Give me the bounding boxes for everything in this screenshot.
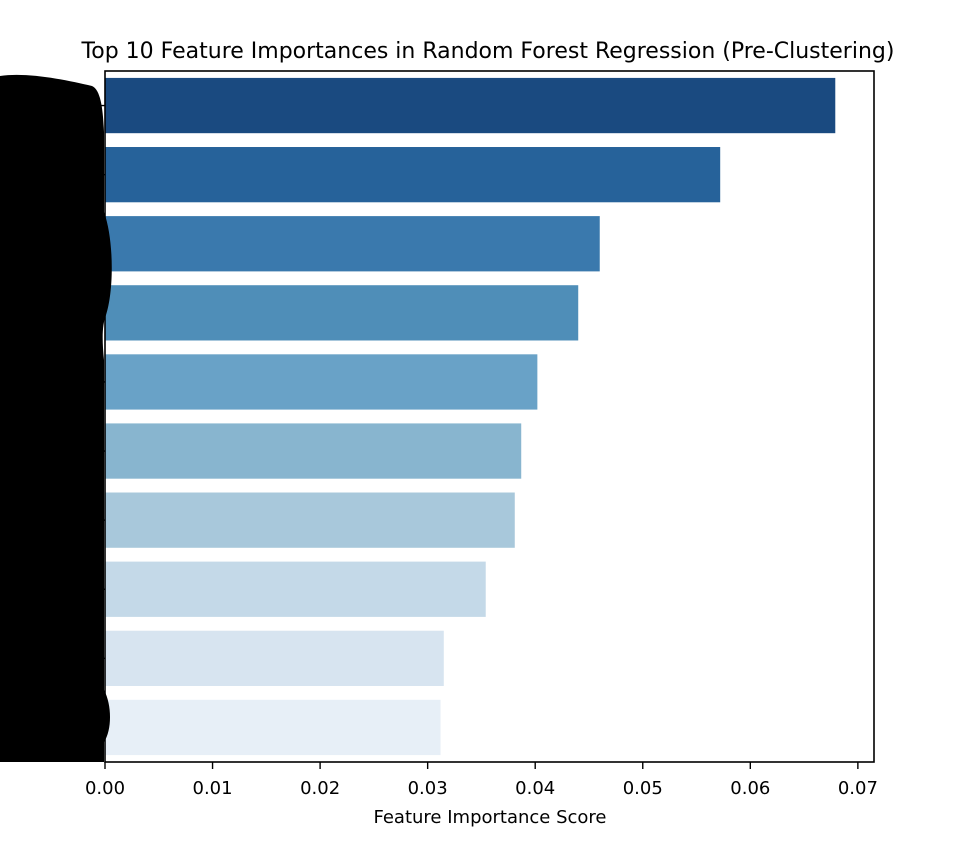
bar-2 bbox=[105, 147, 721, 203]
bar-7 bbox=[105, 492, 515, 548]
x-tick-label-6: 0.06 bbox=[730, 778, 770, 799]
redaction-mark bbox=[0, 74, 112, 762]
bar-4 bbox=[105, 285, 579, 341]
chart-title: Top 10 Feature Importances in Random For… bbox=[81, 39, 895, 64]
bar-6 bbox=[105, 423, 522, 479]
x-tick-label-5: 0.05 bbox=[623, 778, 663, 799]
bar-3 bbox=[105, 216, 600, 272]
bar-8 bbox=[105, 561, 486, 617]
x-tick-label-1: 0.01 bbox=[193, 778, 233, 799]
bar-1 bbox=[105, 77, 836, 134]
bar-9 bbox=[105, 630, 444, 686]
plot-frame bbox=[104, 70, 875, 763]
bar-10 bbox=[105, 699, 441, 756]
x-tick-label-7: 0.07 bbox=[838, 778, 878, 799]
x-tick-label-4: 0.04 bbox=[515, 778, 555, 799]
x-tick-label-2: 0.02 bbox=[300, 778, 340, 799]
x-tick-label-0: 0.00 bbox=[85, 778, 125, 799]
x-axis-label: Feature Importance Score bbox=[373, 807, 606, 828]
x-ticks-layer: 0.00 0.01 0.02 0.03 0.04 0.05 0.06 0.07 bbox=[85, 762, 878, 799]
bars-layer bbox=[105, 77, 836, 756]
bar-5 bbox=[105, 354, 538, 410]
x-tick-label-3: 0.03 bbox=[408, 778, 448, 799]
